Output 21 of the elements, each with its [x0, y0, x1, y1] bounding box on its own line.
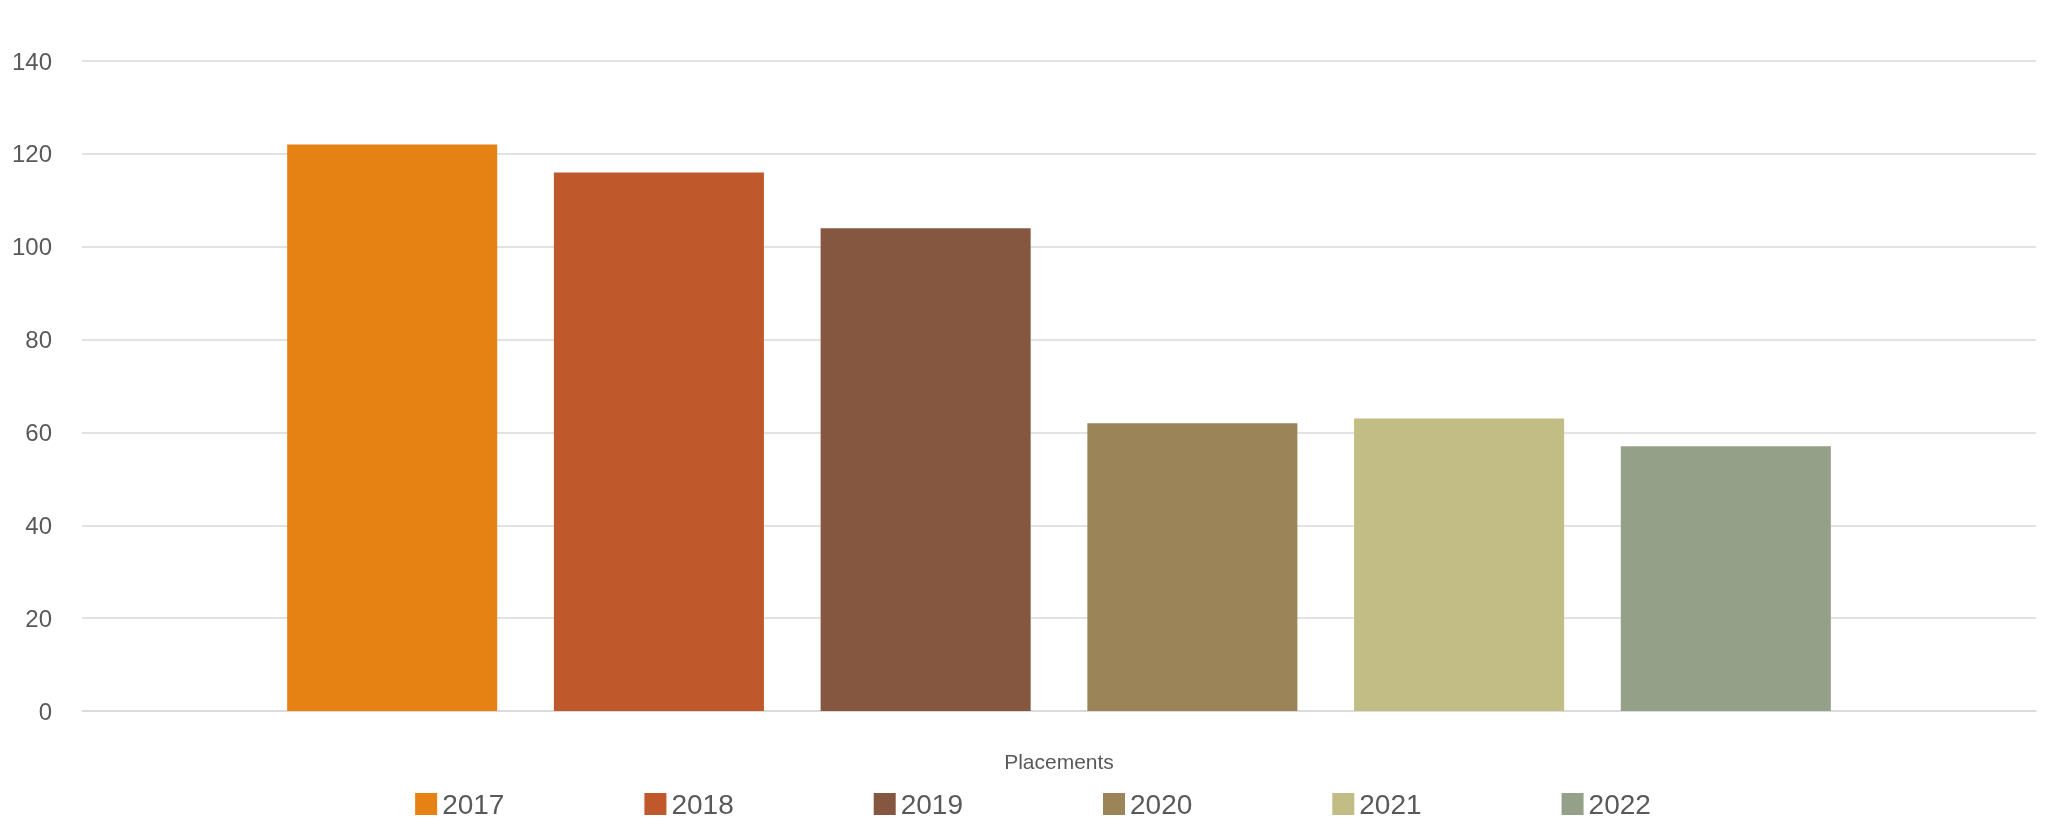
legend-label: 2022: [1588, 788, 1651, 820]
bar: [287, 144, 498, 711]
y-tick-label: 80: [25, 326, 52, 354]
bar: [553, 172, 764, 711]
y-tick-label: 140: [11, 47, 52, 75]
legend-label: 2017: [442, 788, 505, 820]
y-tick-label: 0: [38, 697, 52, 725]
legend-label: 2019: [900, 788, 964, 820]
y-tick-label: 40: [25, 511, 52, 539]
legend-label: 2020: [1130, 788, 1193, 820]
y-tick-label: 20: [25, 604, 52, 632]
legend-label: 2018: [671, 788, 734, 820]
y-tick-label: 60: [25, 418, 52, 446]
y-tick-label: 100: [11, 233, 52, 261]
bar: [1620, 446, 1831, 711]
legend-label: 2021: [1359, 788, 1422, 820]
bar: [1087, 423, 1298, 711]
x-axis-title: Placements: [1004, 750, 1114, 773]
y-tick-label: 120: [11, 140, 52, 168]
bar: [1354, 418, 1565, 711]
bar: [820, 228, 1031, 711]
